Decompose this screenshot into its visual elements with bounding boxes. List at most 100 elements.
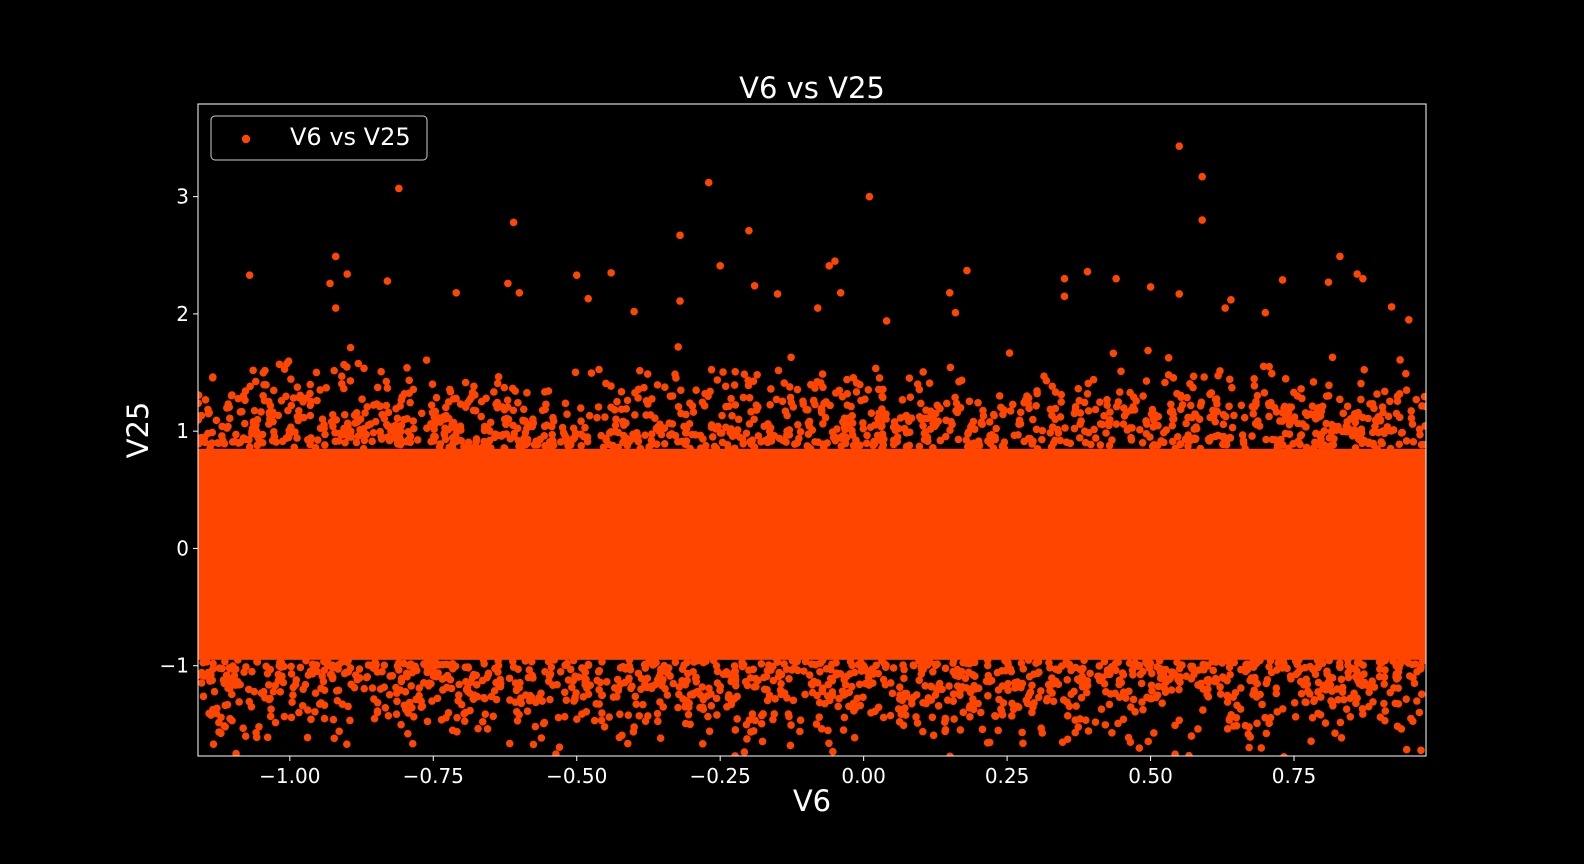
scatter-point xyxy=(1376,416,1385,424)
scatter-point xyxy=(512,707,521,716)
scatter-point xyxy=(343,658,352,666)
scatter-point xyxy=(859,424,868,433)
scatter-point xyxy=(490,388,498,396)
scatter-point xyxy=(212,416,221,425)
scatter-point xyxy=(1100,657,1109,666)
scatter-point xyxy=(1213,400,1221,408)
scatter-point xyxy=(1358,413,1367,422)
scatter-point xyxy=(1325,434,1334,442)
scatter-point xyxy=(215,718,223,727)
scatter-point xyxy=(1381,656,1389,665)
scatter-point xyxy=(611,421,620,430)
scatter-point xyxy=(432,672,441,681)
scatter-point xyxy=(968,685,976,693)
scatter-point xyxy=(819,420,827,428)
scatter-point xyxy=(1304,687,1312,696)
scatter-point xyxy=(1216,683,1224,691)
scatter-point xyxy=(727,394,735,403)
scatter-point xyxy=(826,401,834,410)
scatter-point xyxy=(1383,423,1392,431)
scatter-point xyxy=(264,681,273,689)
scatter-point xyxy=(547,663,556,672)
scatter-point xyxy=(1408,420,1417,428)
scatter-point xyxy=(950,715,958,723)
scatter-point xyxy=(1029,415,1037,424)
scatter-point xyxy=(829,747,837,756)
scatter-point xyxy=(1360,436,1369,445)
scatter-point xyxy=(322,384,331,392)
scatter-point xyxy=(311,708,319,716)
scatter-point xyxy=(953,682,962,690)
scatter-point xyxy=(632,700,640,708)
scatter-point xyxy=(1119,715,1128,724)
scatter-point xyxy=(447,684,456,693)
scatter-point xyxy=(502,420,510,429)
scatter-point xyxy=(666,672,674,680)
scatter-point xyxy=(708,433,717,441)
scatter-point xyxy=(199,692,208,701)
scatter-point xyxy=(1194,725,1202,733)
scatter-point xyxy=(266,401,275,410)
scatter-point xyxy=(961,674,970,683)
scatter-point xyxy=(1338,427,1347,436)
scatter-point xyxy=(848,426,856,435)
scatter-point xyxy=(1339,409,1348,418)
scatter-point xyxy=(623,437,632,445)
scatter-point xyxy=(849,374,858,382)
scatter-point xyxy=(1076,665,1084,674)
scatter-point xyxy=(311,443,320,452)
scatter-point xyxy=(766,401,774,409)
scatter-point xyxy=(617,388,626,396)
scatter-point xyxy=(913,719,922,727)
scatter-point xyxy=(842,689,850,698)
scatter-point xyxy=(352,408,361,417)
scatter-point xyxy=(1265,412,1273,421)
scatter-point xyxy=(204,429,212,438)
scatter-point xyxy=(1139,705,1147,714)
scatter-point xyxy=(1309,378,1318,386)
scatter-point xyxy=(1103,401,1111,409)
scatter-point xyxy=(895,718,904,726)
scatter-point xyxy=(998,682,1007,690)
scatter-point xyxy=(607,403,615,412)
scatter-point xyxy=(329,661,337,670)
scatter-point xyxy=(1287,403,1296,411)
scatter-point xyxy=(948,420,956,429)
scatter-point xyxy=(241,387,250,395)
scatter-point xyxy=(1102,429,1110,437)
scatter-point xyxy=(1380,699,1388,708)
scatter-point xyxy=(963,442,972,451)
scatter-point xyxy=(244,685,253,694)
scatter-point xyxy=(407,682,416,690)
scatter-point xyxy=(1226,670,1234,679)
scatter-point xyxy=(228,391,236,399)
scatter-point xyxy=(423,717,432,726)
scatter-point xyxy=(1386,397,1394,406)
scatter-point xyxy=(799,397,807,406)
scatter-point xyxy=(810,677,818,686)
scatter-point xyxy=(218,422,226,431)
scatter-point xyxy=(204,668,213,677)
scatter-point xyxy=(730,381,739,389)
scatter-point xyxy=(320,714,329,723)
scatter-point xyxy=(1083,267,1092,276)
scatter-point xyxy=(783,694,791,702)
scatter-point xyxy=(956,726,965,734)
scatter-point xyxy=(343,419,352,428)
scatter-point xyxy=(544,657,553,666)
scatter-point xyxy=(1008,699,1016,708)
scatter-point xyxy=(1281,429,1290,438)
scatter-point xyxy=(347,680,355,689)
scatter-point xyxy=(1359,710,1367,718)
scatter-point xyxy=(1076,420,1084,428)
scatter-point xyxy=(413,436,422,444)
scatter-point xyxy=(1262,679,1271,688)
scatter-point xyxy=(1389,657,1397,665)
scatter-point xyxy=(505,739,514,748)
scatter-point xyxy=(491,430,500,439)
scatter-point xyxy=(983,656,992,664)
scatter-point xyxy=(1281,415,1289,423)
scatter-point xyxy=(590,716,599,725)
scatter-point xyxy=(636,444,645,453)
scatter-point xyxy=(474,724,482,733)
